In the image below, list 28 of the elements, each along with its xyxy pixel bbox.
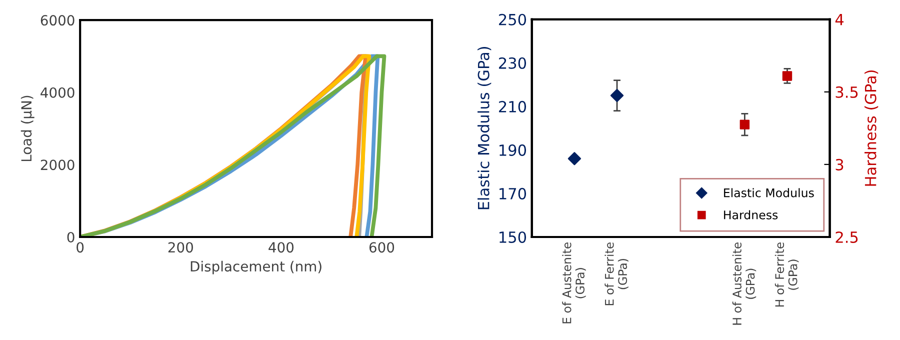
y2-tick-label: 2.5 bbox=[836, 231, 858, 243]
x-tick-label: 400 bbox=[268, 242, 294, 253]
y2-tick-label: 4 bbox=[835, 14, 844, 26]
x-tick-label: E of Austenite (GPa) bbox=[562, 242, 586, 324]
y-tick-label: 230 bbox=[498, 57, 526, 69]
x-tick-label: H of Austenite (GPa) bbox=[732, 242, 756, 325]
x-axis-title: Displacement (nm) bbox=[190, 260, 322, 274]
y-tick-label: 6000 bbox=[40, 15, 74, 26]
y-tick-label: 4000 bbox=[40, 87, 74, 98]
y-axis-title: Load (μN) bbox=[20, 96, 34, 162]
y2-axis-title: Hardness (GPa) bbox=[864, 70, 878, 186]
y-tick-label: 2000 bbox=[40, 160, 74, 170]
x-tick-label: 600 bbox=[369, 242, 394, 253]
y-axis-title: Elastic Modulus (GPa) bbox=[478, 46, 492, 210]
y-tick-label: 0 bbox=[67, 232, 74, 242]
legend-label: Elastic Modulus bbox=[724, 188, 814, 198]
x-tick-label: 200 bbox=[168, 242, 193, 253]
y2-tick-label: 3 bbox=[836, 158, 844, 170]
x-tick-label: H of Ferrite (GPa) bbox=[774, 242, 799, 307]
y-tick-label: 190 bbox=[500, 144, 526, 156]
x-tick-label: E of Ferrite (GPa) bbox=[604, 242, 628, 306]
legend-label: Hardness bbox=[724, 210, 778, 220]
x-tick-label: 0 bbox=[76, 242, 84, 253]
y-tick-label: 150 bbox=[500, 231, 526, 243]
y-tick-label: 250 bbox=[498, 14, 526, 26]
y-tick-label: 170 bbox=[500, 188, 526, 200]
y-tick-label: 210 bbox=[498, 100, 526, 112]
y2-tick-label: 3.5 bbox=[836, 86, 858, 98]
